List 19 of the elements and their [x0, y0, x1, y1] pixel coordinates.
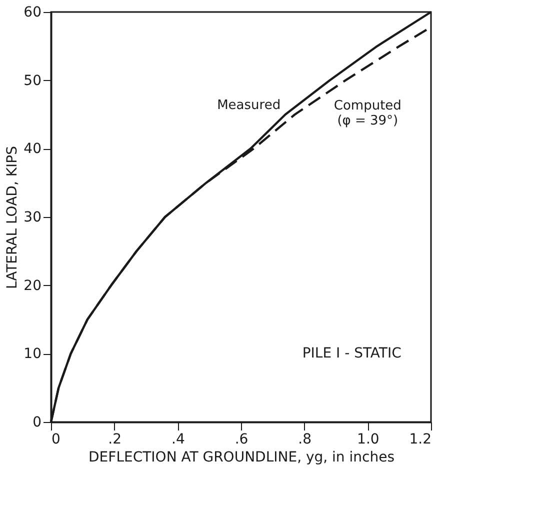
x-tick-label: .4: [171, 432, 185, 448]
series-label: Measured: [217, 98, 281, 113]
y-axis-title: LATERAL LOAD, KIPS: [4, 146, 21, 289]
x-tick-label: .2: [108, 432, 122, 448]
y-tick-label: 10: [24, 346, 42, 362]
y-tick-label: 60: [24, 4, 42, 20]
x-tick-label: .6: [234, 432, 248, 448]
y-tick-label: 0: [32, 414, 42, 430]
x-axis-title: DEFLECTION AT GROUNDLINE, yg, in inches: [88, 450, 394, 466]
y-tick-label: 20: [24, 278, 42, 294]
x-tick-label: 1.2: [409, 432, 432, 448]
series-label: Computed (φ = 39°): [334, 98, 402, 129]
x-tick-label: 1.0: [357, 432, 380, 448]
x-tick-label: .8: [298, 432, 312, 448]
y-tick-label: 50: [24, 72, 42, 89]
x-tick-label: 0: [52, 432, 60, 448]
annotation: PILE I - STATIC: [302, 346, 402, 362]
y-tick-label: 30: [24, 210, 42, 226]
y-tick-label: 40: [24, 141, 42, 158]
